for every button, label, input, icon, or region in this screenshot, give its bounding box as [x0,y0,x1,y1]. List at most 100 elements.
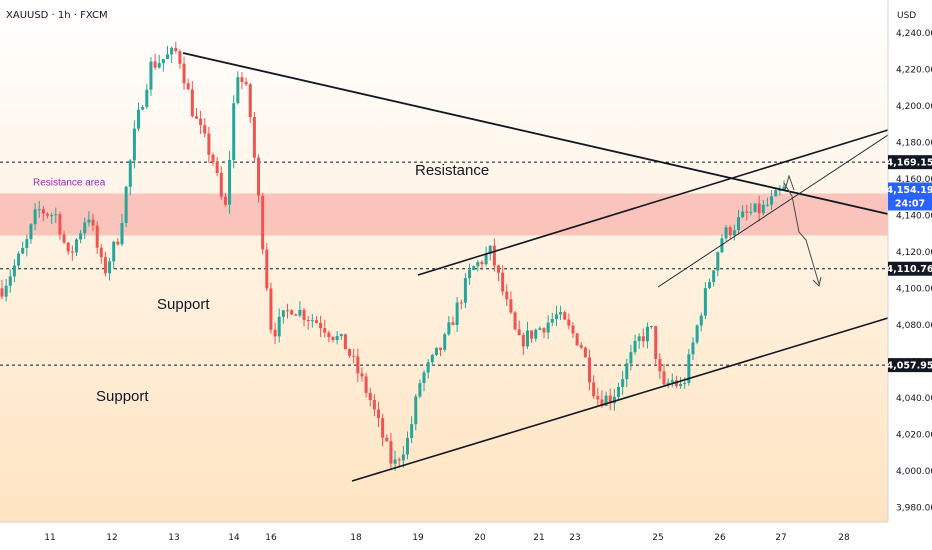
candle-body [348,349,352,356]
candle-body [476,262,480,267]
candle-body [683,382,687,385]
candle-body [194,116,198,119]
candle-body [29,224,33,240]
wedge-support-line [657,134,889,288]
candle-body [525,330,529,347]
candle-body [530,330,534,339]
candle-body [741,211,745,218]
candle-body [203,125,207,134]
candle-body [695,325,699,343]
time-axis[interactable] [0,522,888,550]
candle-body [128,160,132,187]
candle-body [488,245,492,255]
candle-body [236,77,240,104]
candle-body [426,362,430,373]
candle-body [83,222,87,234]
candle-body [757,203,761,214]
candle-body [579,345,583,348]
candle-body [199,118,203,126]
candle-body [699,315,703,326]
candle-body [54,214,58,216]
candle-body [327,332,331,337]
candle-body [583,347,587,358]
candle-body [41,209,45,214]
date-tick-label: 19 [412,533,424,543]
date-tick-label: 28 [838,533,850,543]
resistance-zone-label: Resistance area [33,177,106,188]
price-tick-label: 4,200.00 [896,102,932,112]
candle-body [509,299,513,313]
candle-body [116,241,120,245]
currency-label[interactable]: USD [897,11,916,21]
symbol-title[interactable]: XAUUSD · 1h · FXCM [6,10,108,21]
price-tick-label: 4,220.00 [896,65,932,75]
countdown-text: 24:07 [895,198,925,209]
candle-body [211,154,215,162]
candle-body [674,380,678,387]
candle-body [79,233,83,240]
candle-body [492,245,496,266]
price-tick-label: 4,040.00 [896,394,932,404]
candle-body [410,424,414,438]
candle-body [397,459,401,461]
candle-body [124,186,128,223]
candle-body [708,282,712,289]
candle-body [166,54,170,60]
date-tick-label: 12 [106,533,117,543]
candle-body [621,379,625,387]
candle-body [418,383,422,397]
price-tick-label: 4,120.00 [896,248,932,258]
candle-body [691,342,695,355]
descending-resistance-line [182,52,889,215]
candle-body [497,265,501,273]
candle-body [132,128,136,161]
candle-body [745,211,749,213]
date-tick-label: 18 [350,533,362,543]
candle-body [46,213,50,216]
candle-body [720,238,724,253]
candle-body [182,63,186,84]
candle-body [501,272,505,292]
candle-body [186,83,190,90]
price-level-badge-text: 4,110.76 [887,264,932,275]
candle-body [62,234,66,243]
candle-body [87,219,91,223]
candle-body [567,319,571,326]
candle-body [252,117,256,158]
candle-body [302,309,306,321]
candle-body [95,225,99,248]
candle-body [641,336,645,342]
support-annotation: Support [96,388,149,405]
candle-body [550,319,554,323]
price-tick-label: 4,100.00 [896,284,932,294]
candle-body [459,302,463,304]
candle-body [377,409,381,419]
candle-body [339,334,343,337]
candle-body [455,302,459,325]
resistance-zone [0,193,888,236]
candle-body [290,310,294,315]
candle-body [120,222,124,245]
candle-body [149,61,153,90]
candle-body [248,84,252,118]
candle-body [637,336,641,341]
candle-body [25,239,29,248]
candle-body [108,261,112,274]
candle-body [451,322,455,325]
candle-body [588,357,592,383]
candle-body [137,109,141,129]
candle-body [364,376,368,393]
candle-body [422,372,426,384]
candle-body [232,103,236,161]
price-level-badge [888,358,932,373]
candle-body [736,217,740,231]
last-price-text: 4,154.19 [887,185,932,196]
candle-body [319,322,323,329]
candle-body [352,355,356,357]
price-tick-label: 4,020.00 [896,430,932,440]
candle-body [434,347,438,355]
candle-body [778,189,782,191]
candle-body [153,61,157,68]
candle-body [298,309,302,316]
